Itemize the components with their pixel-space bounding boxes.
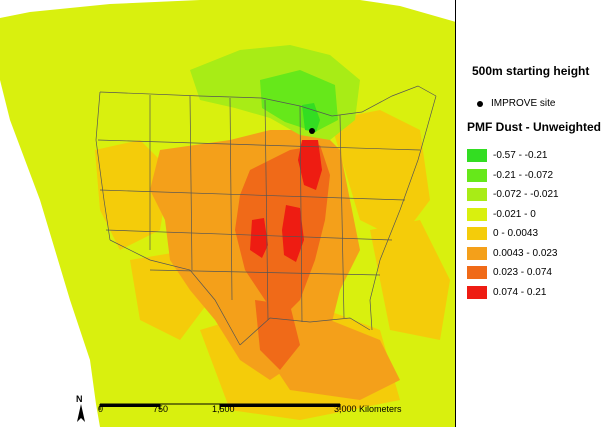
atlantic-coastline (369, 95, 437, 331)
legend-item: -0.57 - -0.21 (467, 146, 559, 166)
hotspot-west-lobe (250, 218, 268, 258)
legend-item: 0.0043 - 0.023 (467, 244, 559, 264)
legend-swatch (467, 246, 487, 260)
state-lines-vertical (149, 95, 345, 323)
boundary-lines (95, 85, 437, 346)
concentration-field-layer (0, 0, 456, 427)
legend-item: -0.021 - 0 (467, 205, 559, 225)
legend-swatch (467, 285, 487, 299)
black-dot-icon (477, 100, 483, 107)
us-canada-border (99, 85, 437, 117)
legend-label: -0.021 - 0 (493, 208, 536, 220)
legend-label: -0.57 - -0.21 (493, 150, 548, 162)
legend-label: 0.023 - 0.074 (493, 267, 552, 279)
scale-label-1500: 1,500 (212, 404, 235, 414)
north-arrow-icon (77, 404, 85, 422)
gulf-coastline (239, 317, 371, 346)
improve-site-marker (309, 128, 315, 134)
field-zone-south-plume (255, 300, 300, 370)
legend-swatch (467, 266, 487, 280)
scale-label-750: 750 (153, 404, 169, 414)
legend-item: 0.023 - 0.074 (467, 263, 559, 283)
legend-item: -0.21 - -0.072 (467, 166, 559, 186)
scale-label-3000: 3,000 Kilometers (334, 404, 402, 414)
scale-bar (99, 403, 341, 410)
legend-swatch (467, 149, 487, 163)
legend-swatch (467, 188, 487, 202)
us-mexico-border (109, 239, 241, 346)
legend-label: 0.0043 - 0.023 (493, 247, 558, 259)
site-marker-legend: IMPROVE site (477, 98, 555, 109)
pacific-coastline (95, 91, 111, 241)
legend-label: 0.074 - 0.21 (493, 286, 547, 298)
legend-swatch (467, 227, 487, 241)
legend-label: -0.21 - -0.072 (493, 169, 554, 181)
map-canvas (0, 0, 456, 427)
field-zone-negative-core (302, 103, 320, 132)
field-patch-northeast (330, 110, 430, 240)
north-arrow-label: N (76, 394, 83, 404)
hotspot-great-lakes (298, 140, 322, 190)
field-patch-east-coast (370, 220, 450, 340)
legend-swatch (467, 207, 487, 221)
scale-label-0: 0 (98, 404, 104, 414)
legend-label: -0.072 - -0.021 (493, 189, 559, 201)
legend-label: 0 - 0.0043 (493, 228, 539, 240)
legend-title: PMF Dust - Unweighted (467, 120, 601, 134)
map-title: 500m starting height (472, 64, 590, 78)
field-patch-west (95, 140, 170, 250)
legend-item: 0.074 - 0.21 (467, 283, 559, 303)
map-border (455, 0, 456, 427)
legend-swatch (467, 168, 487, 182)
legend: -0.57 - -0.21 -0.21 - -0.072 -0.072 - -0.0… (467, 146, 559, 302)
hotspot-east-lobe (282, 205, 304, 262)
state-lines-horizontal (97, 139, 421, 276)
legend-item: -0.072 - -0.021 (467, 185, 559, 205)
site-marker-label: IMPROVE site (491, 98, 556, 109)
legend-item: 0 - 0.0043 (467, 224, 559, 244)
